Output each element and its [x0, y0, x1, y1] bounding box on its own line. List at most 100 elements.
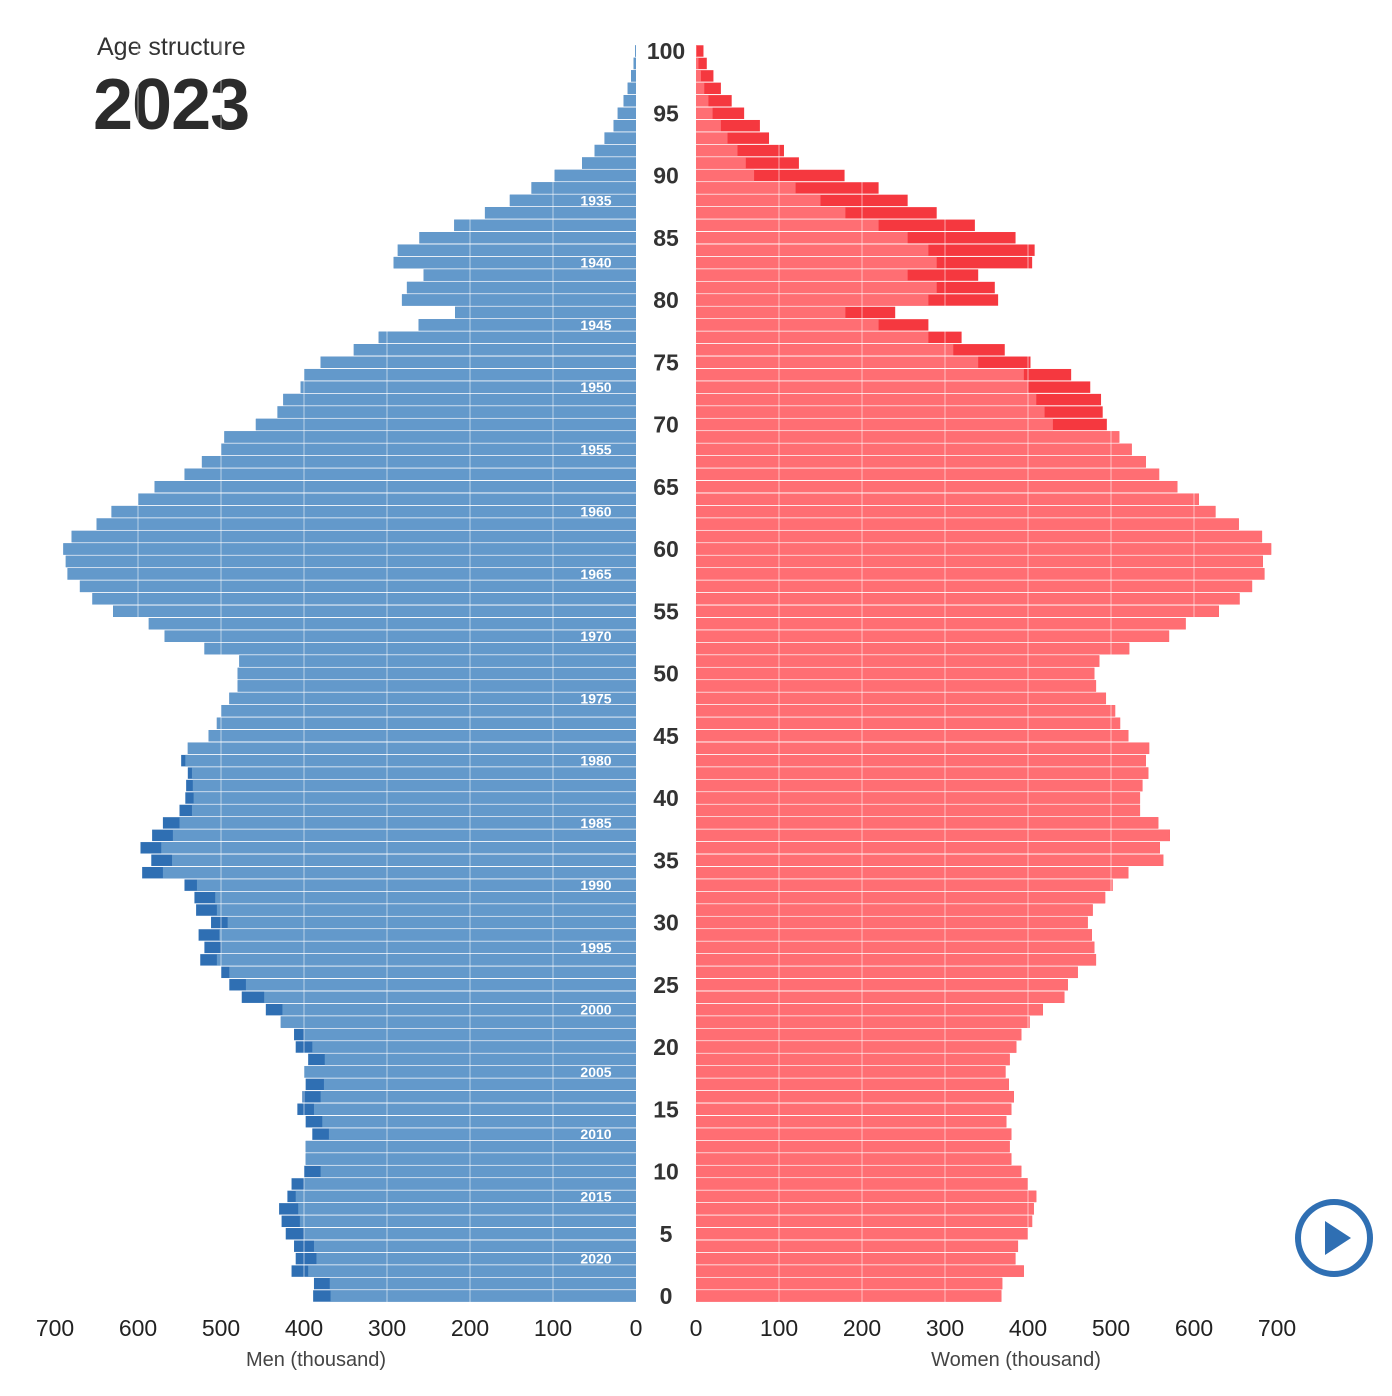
men-bar	[582, 157, 636, 169]
women-bar-excess	[696, 119, 760, 132]
birth-year-label: 2010	[580, 1126, 611, 1142]
women-bar	[696, 306, 846, 319]
men-bar	[154, 481, 636, 493]
men-bar	[196, 879, 636, 891]
women-bar	[696, 406, 1045, 418]
women-bar	[696, 443, 1132, 456]
women-bar-excess	[696, 169, 845, 182]
women-bar	[696, 294, 929, 306]
women-bar	[696, 70, 701, 82]
men-bar	[92, 593, 637, 605]
men-bar	[237, 680, 636, 692]
age-tick-label: 75	[653, 349, 679, 375]
women-bar	[696, 717, 1121, 730]
women-bar	[696, 543, 1272, 555]
men-bar	[172, 854, 636, 866]
x-tick-label-women: 700	[1258, 1315, 1296, 1341]
x-tick-label-women: 600	[1175, 1315, 1213, 1341]
men-bar	[308, 1265, 636, 1277]
women-bar	[696, 1240, 1019, 1252]
men-bar	[277, 406, 636, 418]
men-bar	[594, 144, 636, 157]
women-bar	[696, 879, 1113, 891]
women-bar	[696, 194, 821, 207]
women-bar	[696, 829, 1170, 842]
women-bar	[696, 767, 1149, 779]
men-bar	[455, 306, 636, 319]
women-bar	[696, 842, 1160, 854]
age-tick-label: 85	[653, 225, 679, 251]
men-bar	[164, 630, 636, 642]
women-bar	[696, 680, 1097, 692]
birth-year-label: 1960	[580, 504, 611, 520]
women-bar	[696, 954, 1097, 966]
x-tick-label-men: 400	[285, 1315, 323, 1341]
men-bar	[111, 505, 636, 518]
women-bar	[696, 817, 1159, 829]
men-bar	[283, 393, 636, 406]
women-bar	[696, 792, 1141, 804]
men-bar	[215, 891, 636, 904]
age-tick-label: 20	[653, 1034, 679, 1060]
men-bar	[191, 804, 636, 817]
men-bar	[397, 244, 636, 256]
women-bar	[696, 281, 937, 294]
women-bar	[696, 256, 937, 269]
men-bar	[419, 232, 636, 244]
women-bar	[696, 418, 1053, 431]
women-bar-excess	[696, 70, 714, 82]
men-bar	[172, 829, 637, 842]
men-bar	[305, 1140, 636, 1153]
age-tick-label: 60	[653, 536, 679, 562]
men-bar	[299, 1215, 636, 1228]
age-tick-label: 10	[653, 1159, 679, 1185]
men-bar	[237, 667, 636, 680]
women-bar-excess	[696, 45, 704, 57]
women-bar	[696, 1277, 1003, 1290]
women-bar	[696, 431, 1120, 443]
women-bar	[696, 1028, 1022, 1041]
women-bar	[696, 1252, 1016, 1265]
women-bar	[696, 344, 954, 356]
men-bar	[216, 954, 636, 966]
women-bar	[696, 1128, 1012, 1140]
x-tick-label-women: 200	[843, 1315, 881, 1341]
birth-year-label: 1955	[580, 441, 611, 457]
play-icon	[1325, 1221, 1351, 1255]
men-bar	[322, 1115, 636, 1128]
women-bar	[696, 182, 796, 194]
women-bar-excess	[696, 132, 770, 144]
x-tick-label-women: 0	[690, 1315, 703, 1341]
women-bar	[696, 1265, 1024, 1277]
men-bar	[63, 543, 637, 555]
women-bar	[696, 705, 1116, 717]
men-bar	[313, 1103, 636, 1115]
women-bar	[696, 730, 1129, 742]
women-bar	[696, 779, 1143, 792]
men-bar	[418, 319, 636, 331]
women-bar	[696, 630, 1170, 642]
women-bar	[696, 505, 1216, 518]
women-bar	[696, 319, 879, 331]
men-bar	[613, 119, 636, 132]
men-bar	[298, 1203, 636, 1215]
men-bar	[179, 817, 636, 829]
men-bar	[509, 194, 636, 207]
women-bar	[696, 269, 908, 281]
men-bar	[221, 443, 636, 456]
men-bar	[554, 169, 636, 182]
play-button[interactable]	[1293, 1197, 1375, 1279]
women-bar	[696, 991, 1065, 1003]
men-bar	[633, 57, 636, 70]
birth-year-label: 1985	[580, 815, 611, 831]
women-bar-excess	[696, 144, 784, 157]
women-bar-excess	[696, 57, 707, 70]
men-bar	[224, 431, 636, 443]
men-bar	[393, 256, 636, 269]
women-bar	[696, 95, 709, 107]
men-bar	[627, 82, 636, 95]
men-bar	[67, 568, 636, 580]
birth-year-label: 2015	[580, 1188, 611, 1204]
men-bar	[323, 1078, 636, 1091]
